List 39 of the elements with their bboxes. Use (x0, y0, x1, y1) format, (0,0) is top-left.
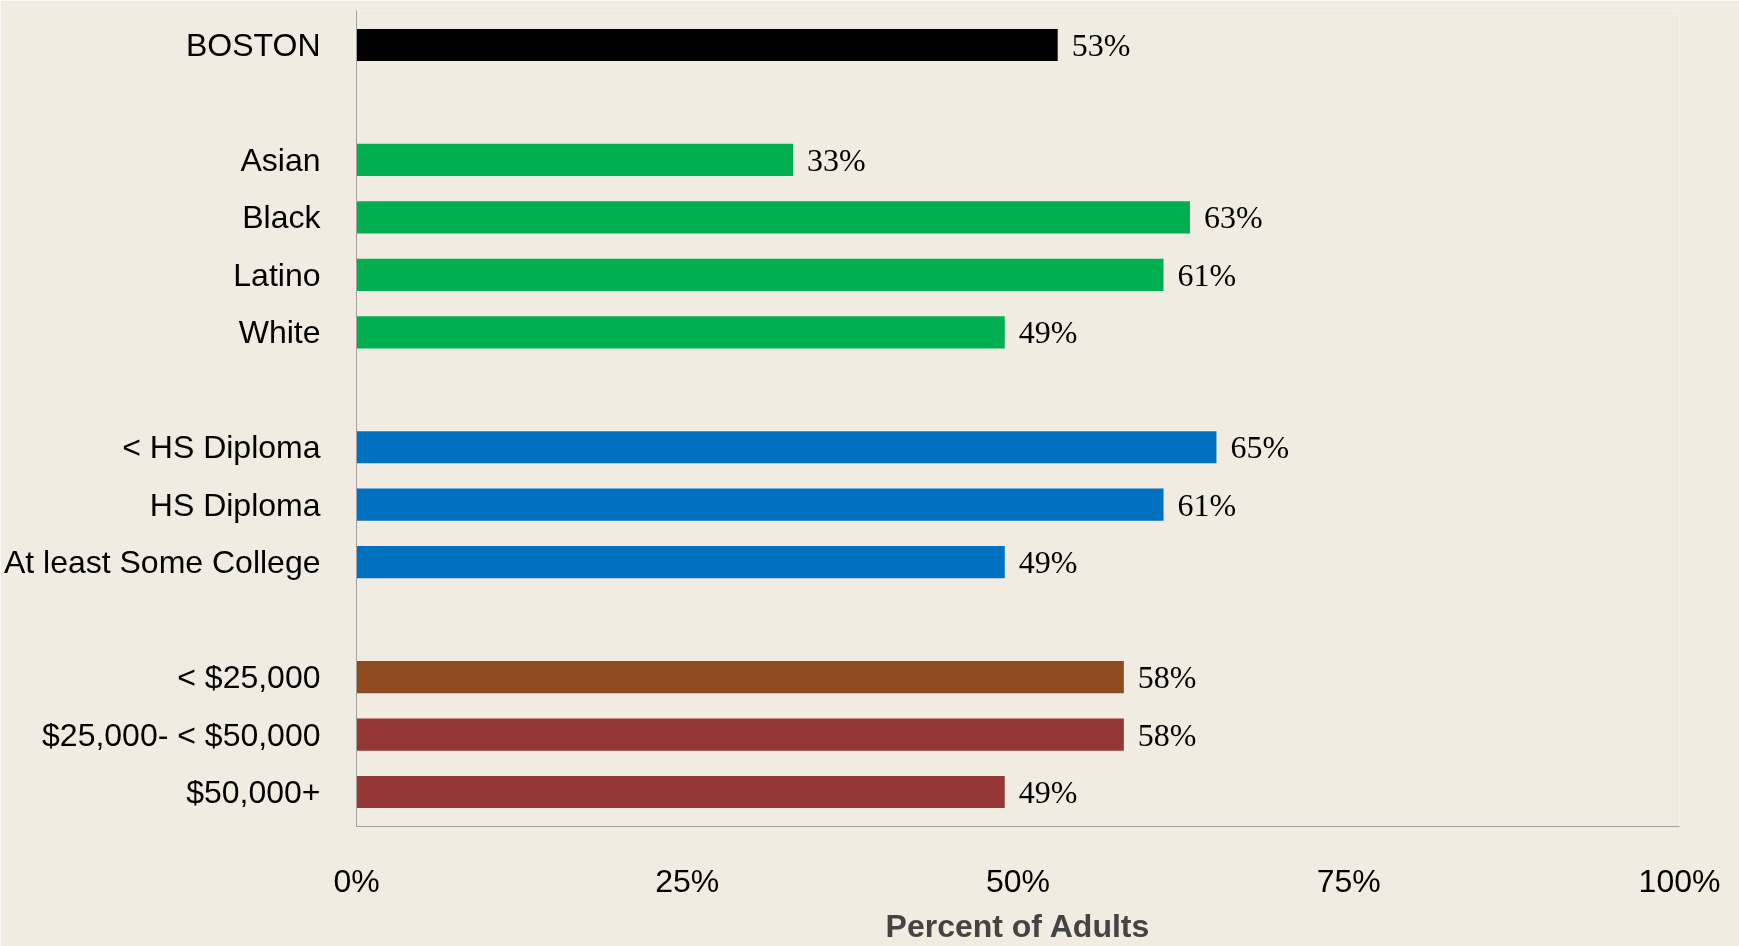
bar (356, 316, 1005, 349)
bar (356, 201, 1190, 234)
bar (356, 28, 1058, 62)
y-tick-label: $25,000- < $50,000 (42, 716, 321, 753)
bar (356, 143, 794, 176)
data-label: 33% (807, 141, 866, 178)
y-tick-label: At least Some College (3, 544, 321, 581)
y-tick-label: $50,000+ (186, 774, 321, 811)
y-tick-label: Asian (240, 141, 321, 178)
x-tick-label: 50% (985, 862, 1051, 899)
x-tick-label: 75% (1316, 862, 1381, 899)
x-tick-label: 100% (1638, 862, 1721, 899)
bar (356, 661, 1124, 694)
data-label: 61% (1177, 256, 1237, 293)
bar (356, 775, 1005, 809)
x-axis-title: Percent of Adults (885, 907, 1150, 944)
x-tick-label: 25% (655, 862, 720, 899)
data-label: 49% (1018, 544, 1078, 581)
bar (356, 488, 1164, 521)
bar (356, 431, 1217, 464)
y-tick-label: Black (242, 199, 322, 236)
y-tick-label: < $25,000 (177, 659, 321, 696)
y-tick-label: BOSTON (185, 26, 321, 63)
y-tick-label: Latino (233, 256, 321, 293)
x-tick-label: 0% (333, 862, 380, 899)
bar (356, 718, 1124, 751)
data-label: 58% (1137, 716, 1197, 753)
bar (356, 546, 1005, 579)
data-label: 49% (1018, 774, 1078, 811)
data-label: 49% (1018, 314, 1078, 351)
y-tick-label: HS Diploma (149, 486, 321, 523)
data-label: 58% (1137, 659, 1197, 696)
data-label: 61% (1177, 486, 1237, 523)
y-tick-label: < HS Diploma (122, 429, 321, 466)
data-label: 53% (1071, 26, 1131, 63)
data-label: 63% (1203, 199, 1263, 236)
bar (356, 258, 1164, 291)
y-tick-label: White (238, 314, 321, 351)
data-label: 65% (1230, 429, 1290, 466)
